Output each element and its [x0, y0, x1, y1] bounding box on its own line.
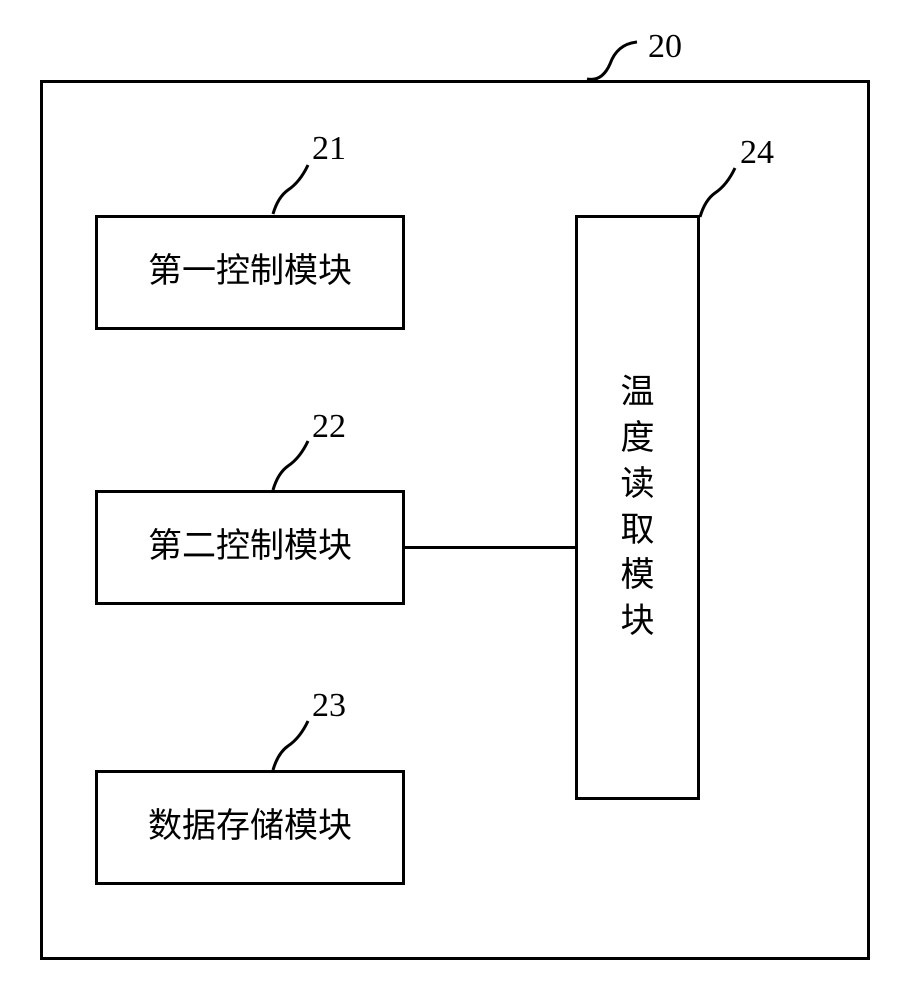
- leader-squiggle-21: [268, 162, 313, 217]
- ref-number-23: 23: [312, 687, 346, 725]
- module-data-storage: 数据存储模块: [95, 770, 405, 885]
- ref-number-22: 22: [312, 408, 346, 446]
- ref-number-24: 24: [740, 134, 774, 172]
- leader-squiggle-20: [582, 34, 642, 84]
- module-second-control: 第二控制模块: [95, 490, 405, 605]
- ref-number-20: 20: [648, 28, 682, 66]
- module-first-control: 第一控制模块: [95, 215, 405, 330]
- leader-squiggle-22: [268, 438, 313, 493]
- module-label-24: 温度读取模块: [621, 370, 655, 645]
- module-temperature-read: 温度读取模块: [575, 215, 700, 800]
- ref-number-21: 21: [312, 130, 346, 168]
- leader-squiggle-23: [268, 718, 313, 773]
- module-label-21: 第一控制模块: [148, 250, 352, 294]
- leader-squiggle-24: [695, 165, 740, 220]
- module-label-23: 数据存储模块: [148, 805, 352, 849]
- module-label-22: 第二控制模块: [148, 525, 352, 569]
- connector-22-to-24: [405, 546, 575, 549]
